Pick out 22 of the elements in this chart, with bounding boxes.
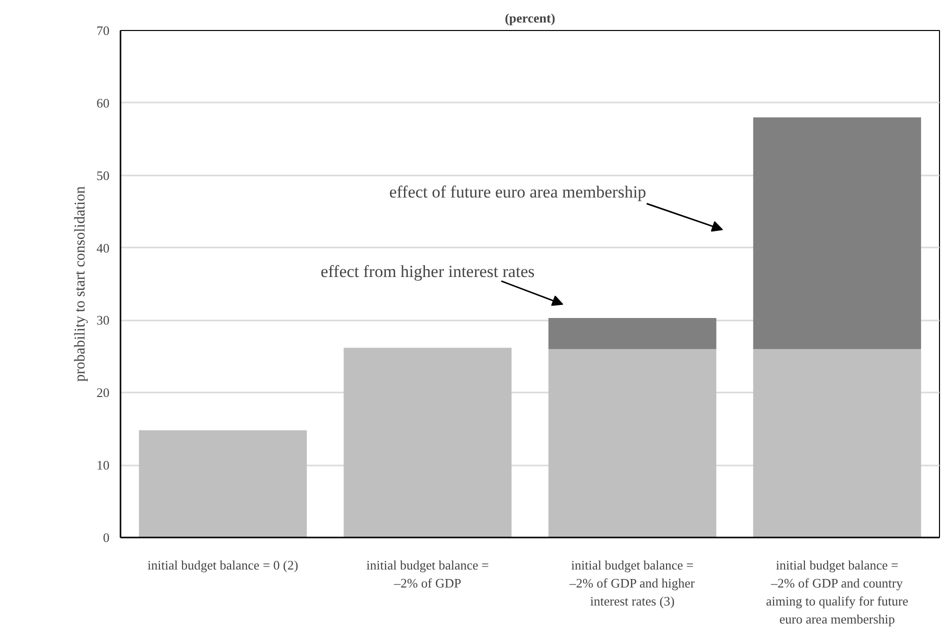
y-tick-label: 40 (96, 240, 110, 256)
bar (138, 430, 307, 538)
y-tick-label: 20 (96, 385, 110, 400)
x-tick-label: initial budget balance = –2% of GDP and higher interest rates (3) (568, 558, 696, 608)
y-axis-title: probability to start consolidation (72, 186, 88, 382)
chart-title: (percent) (504, 10, 556, 26)
y-tick-label: 70 (96, 23, 110, 38)
x-tick-label: initial budget balance = 0 (2) (148, 558, 298, 572)
bar (753, 117, 922, 350)
annotation: effect from higher interest rates (320, 262, 535, 282)
y-tick-label: 10 (96, 458, 110, 473)
x-tick-label: initial budget balance = –2% of GDP and country aiming to qualify for future euro area membership (766, 558, 908, 626)
y-tick-label: 0 (103, 530, 110, 545)
y-tick-label: 30 (96, 312, 110, 328)
y-tick-label: 50 (96, 168, 110, 183)
bar (344, 348, 512, 538)
bar (548, 349, 716, 538)
x-tick-label: initial budget balance = –2% of GDP (366, 558, 489, 590)
bar (753, 349, 922, 538)
y-tick-label: 60 (96, 95, 110, 110)
annotation: effect of future euro area membership (389, 182, 646, 202)
bar (548, 318, 716, 350)
